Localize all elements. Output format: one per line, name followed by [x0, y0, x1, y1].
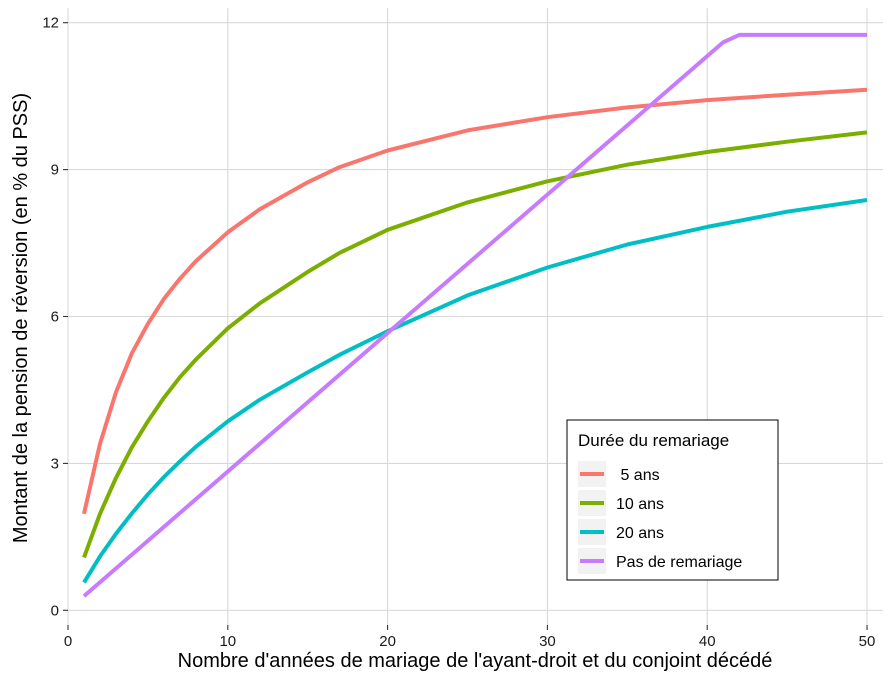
x-tick-label: 50	[859, 633, 876, 650]
x-axis-ticks: 0 10 20 30 40 50	[64, 625, 876, 650]
y-axis-ticks: 0 3 6 9 12	[42, 15, 68, 619]
x-tick-label: 10	[219, 633, 236, 650]
x-tick-label: 30	[539, 633, 556, 650]
y-tick-label: 12	[42, 15, 59, 32]
x-tick-label: 20	[379, 633, 396, 650]
legend-label-1: 10 ans	[616, 496, 664, 513]
series-lines	[82, 32, 868, 598]
x-axis-title: Nombre d'années de mariage de l'ayant-dr…	[178, 650, 773, 672]
legend-label-0: 5 ans	[616, 467, 660, 484]
y-tick-label: 0	[51, 602, 59, 619]
grid-lines	[67, 8, 883, 625]
legend-label-2: 20 ans	[616, 525, 664, 542]
x-tick-label: 0	[64, 633, 72, 650]
x-tick-label: 40	[699, 633, 716, 650]
legend: Durée du remariage 5 ans 10 ans 20 ans Pas …	[566, 419, 779, 581]
y-tick-label: 9	[51, 162, 59, 179]
series-line-3	[82, 32, 867, 598]
legend-title: Durée du remariage	[578, 431, 729, 450]
legend-items: 5 ans 10 ans 20 ans Pas de remariage	[578, 461, 742, 574]
series-line-0	[82, 87, 868, 515]
y-tick-label: 6	[51, 309, 59, 326]
y-axis-title: Montant de la pension de réversion (en %…	[10, 93, 32, 543]
legend-label-3: Pas de remariage	[616, 554, 742, 571]
series-line-2	[82, 198, 868, 584]
y-tick-label: 3	[51, 455, 59, 472]
series-line-1	[82, 130, 868, 559]
